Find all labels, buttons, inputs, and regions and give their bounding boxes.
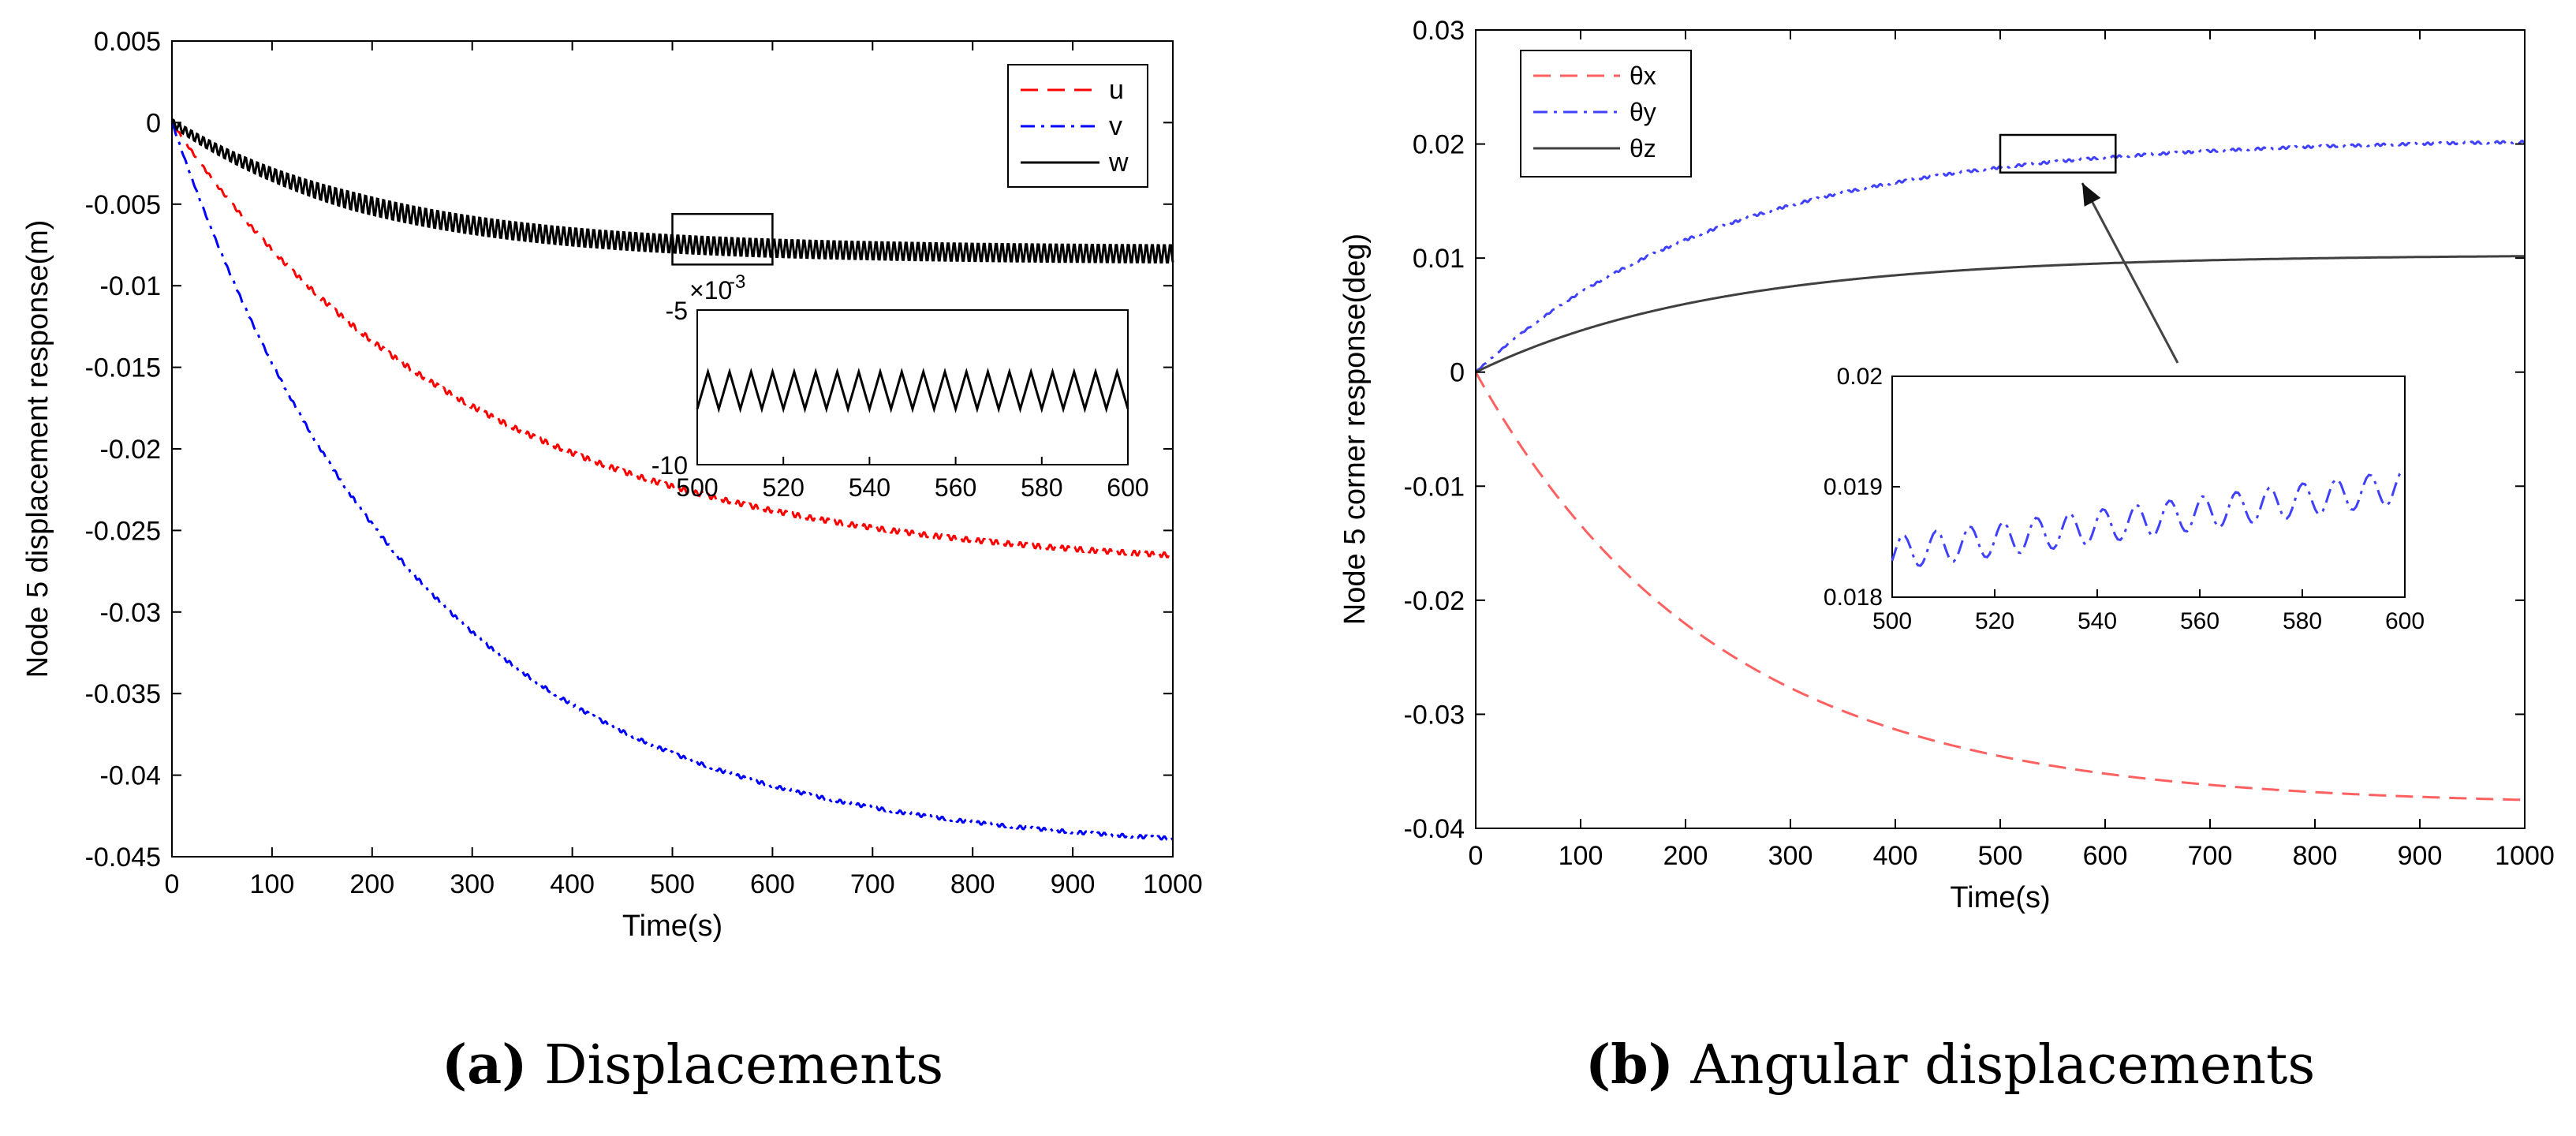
x-tick-label: 500 [650, 869, 695, 899]
inset-y-tick-label: -5 [666, 297, 688, 325]
inset-y-tick-label: 0.02 [1837, 364, 1883, 390]
legend: θx θy θz [1520, 50, 1692, 178]
inset-x-tick-label: 580 [2283, 608, 2322, 634]
y-axis-label: Node 5 corner response(deg) [1338, 234, 1372, 625]
series-b-θz [1475, 255, 2525, 374]
inset-x-tick-label: 520 [763, 473, 805, 502]
x-tick-label: 600 [2083, 841, 2128, 871]
inset-series-w [696, 368, 1129, 413]
series-b-θx [1474, 371, 2526, 802]
x-tick-label: 100 [250, 869, 295, 899]
legend-label-θy: θy [1630, 98, 1656, 126]
x-tick-label: 900 [2398, 841, 2443, 871]
y-tick-label: -0.01 [1404, 472, 1465, 502]
y-tick-label: -0.02 [100, 435, 162, 465]
caption-a-letter: (a) [442, 1033, 528, 1097]
x-tick-label: 0 [165, 869, 180, 899]
inset-x-tick-label: 600 [1107, 473, 1148, 502]
inset-x-tick-label: 500 [1872, 608, 1912, 634]
inset-frame [696, 309, 1129, 465]
inset-x-tick-label: 500 [676, 473, 718, 502]
x-tick-label: 1000 [2495, 841, 2555, 871]
legend-label-u: u [1109, 75, 1124, 105]
x-tick-label: 1000 [1143, 869, 1203, 899]
x-tick-label: 400 [550, 869, 595, 899]
inset-x-tick-label: 560 [2180, 608, 2219, 634]
x-tick-label: 500 [1978, 841, 2023, 871]
y-tick-label: 0 [146, 108, 161, 138]
y-tick-label: 0.005 [94, 27, 161, 57]
caption-b-text: Angular displacements [1673, 1034, 2316, 1097]
y-tick-label: -0.04 [1404, 814, 1465, 844]
inset-x-tick-label: 580 [1021, 473, 1062, 502]
x-axis-label: Time(s) [622, 910, 722, 943]
legend-box [1520, 50, 1692, 178]
y-tick-label: 0.02 [1413, 130, 1465, 160]
x-tick-label: 300 [1768, 841, 1813, 871]
inset-y-tick-label: -10 [651, 451, 688, 480]
y-tick-label: -0.03 [1404, 700, 1465, 730]
series-a-u [171, 121, 1174, 559]
legend: uvw [1007, 64, 1148, 188]
zoom-highlight-box [1999, 133, 2117, 174]
inset-x-tick-label: 540 [2078, 608, 2117, 634]
y-tick-label: -0.04 [100, 761, 162, 791]
legend-label-θx: θx [1630, 62, 1656, 90]
x-tick-label: 700 [850, 869, 895, 899]
y-tick-label: 0 [1450, 358, 1465, 388]
y-tick-label: 0.01 [1413, 244, 1465, 274]
inset-exponent-power: -3 [729, 271, 745, 293]
zoom-arrow-head [2082, 183, 2101, 207]
y-tick-label: 0.03 [1413, 16, 1465, 46]
y-tick-label: -0.03 [100, 598, 162, 628]
x-tick-label: 100 [1559, 841, 1603, 871]
chart-a: 0 100 200 300 400 500 600 700 800 900 10000.0050-0… [21, 27, 1203, 943]
x-tick-label: 600 [750, 869, 795, 899]
inset-x-tick-label: 600 [2385, 608, 2425, 634]
x-tick-label: 300 [450, 869, 495, 899]
x-tick-label: 800 [2293, 841, 2338, 871]
x-tick-label: 900 [1051, 869, 1096, 899]
inset-plot: 500 520 540 560 580 600 0.018 0.019 0.02 [1824, 364, 2425, 634]
y-tick-label: -0.02 [1404, 586, 1465, 616]
x-tick-label: 400 [1873, 841, 1918, 871]
x-tick-label: 800 [950, 869, 995, 899]
y-axis-label: Node 5 displacement response(m) [21, 220, 54, 678]
x-tick-label: 700 [2188, 841, 2233, 871]
caption-b: (b) Angular displacements [1585, 1033, 2315, 1097]
y-tick-label: -0.01 [100, 271, 162, 301]
chart-b: 0 100 200 300 400 500 600 700 800 900 1000 0.03 0.02… [1338, 16, 2555, 914]
y-tick-label: -0.015 [85, 353, 161, 383]
inset-y-tick-label: 0.018 [1824, 585, 1883, 611]
zoom-arrow-line [2081, 182, 2179, 364]
x-tick-label: 200 [1663, 841, 1708, 871]
x-tick-label: 0 [1469, 841, 1484, 871]
inset-plot: 500 520 540 560 580 600 -5 -10 ×10-3 [651, 271, 1149, 502]
inset-x-tick-label: 520 [1975, 608, 2014, 634]
y-tick-label: -0.035 [85, 679, 161, 709]
legend-label-v: v [1109, 111, 1122, 141]
y-tick-label: -0.025 [85, 516, 161, 546]
caption-b-letter: (b) [1585, 1033, 1674, 1097]
inset-x-tick-label: 540 [849, 473, 890, 502]
inset-exponent-label: ×10 [689, 276, 732, 305]
inset-frame [1891, 376, 2406, 598]
inset-x-tick-label: 560 [935, 473, 976, 502]
zoom-highlight-box [671, 212, 774, 266]
legend-label-θz: θz [1630, 134, 1656, 163]
x-tick-label: 200 [349, 869, 394, 899]
caption-a-text: Displacements [527, 1034, 944, 1097]
legend-label-w: w [1108, 148, 1129, 178]
y-tick-label: -0.005 [85, 190, 161, 220]
y-tick-label: -0.045 [85, 843, 161, 873]
caption-a: (a) Displacements [442, 1033, 943, 1097]
series-a-v [170, 121, 1174, 841]
inset-y-tick-label: 0.019 [1824, 474, 1883, 500]
x-axis-label: Time(s) [1950, 881, 2050, 914]
